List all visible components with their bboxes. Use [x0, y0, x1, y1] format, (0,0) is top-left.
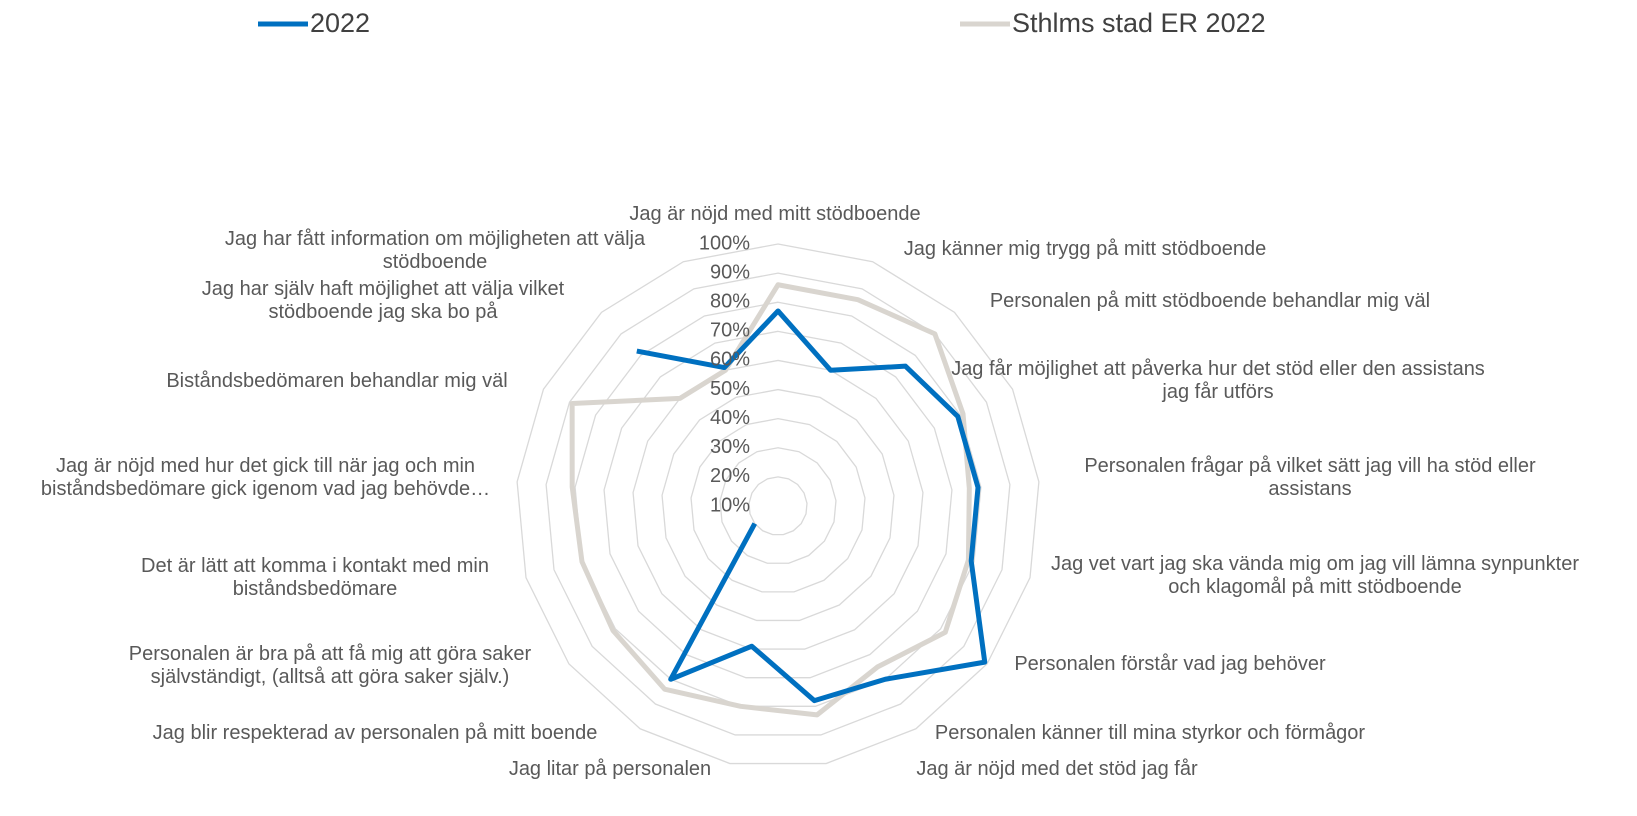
category-label: Jag är nöjd med hur det gick till när ja…	[40, 455, 491, 500]
legend-label: 2022	[310, 8, 370, 38]
category-label: Jag får möjlighet att påverka hur det st…	[951, 358, 1485, 403]
tick-label: 60%	[710, 349, 750, 371]
category-label: Biståndsbedömaren behandlar mig väl	[166, 370, 508, 392]
category-label: Jag blir respekterad av personalen på mi…	[152, 722, 598, 744]
category-label: Personalen känner till mina styrkor och …	[934, 722, 1366, 744]
grid-ring	[574, 301, 982, 707]
tick-label: 20%	[710, 465, 750, 487]
grid-ring	[719, 447, 837, 564]
category-label: Personalen på mitt stödboende behandlar …	[989, 290, 1431, 312]
category-label: Jag har fått information om möjligheten …	[224, 228, 646, 273]
category-label: Jag är nöjd med det stöd jag får	[916, 758, 1198, 780]
tick-label: 10%	[710, 494, 750, 516]
tick-label: 30%	[710, 436, 750, 458]
grid-ring	[516, 243, 1040, 765]
tick-label: 50%	[710, 378, 750, 400]
tick-label: 90%	[710, 261, 750, 283]
category-label: Personalen är bra på att få mig att göra…	[128, 643, 532, 688]
tick-label: 40%	[710, 407, 750, 429]
grid-ring	[690, 418, 866, 593]
tick-label: 70%	[710, 320, 750, 342]
category-label: Personalen förstår vad jag behöver	[1014, 653, 1326, 675]
series-line	[668, 309, 988, 704]
tick-label: 100%	[699, 232, 750, 254]
tick-label: 80%	[710, 291, 750, 313]
category-label: Det är lätt att komma i kontakt med min …	[141, 555, 489, 600]
legend-label: Sthlms stad ER 2022	[1012, 8, 1266, 38]
category-label: Jag känner mig trygg på mitt stödboende	[903, 238, 1267, 260]
series-line	[636, 348, 725, 371]
grid-ring	[545, 272, 1011, 736]
category-label: Jag vet vart jag ska vända mig om jag vi…	[1050, 553, 1580, 598]
series-line	[569, 282, 972, 718]
category-label: Jag har själv haft möjlighet att välja v…	[201, 278, 565, 323]
series-line	[721, 308, 781, 371]
category-label: Jag är nöjd med mitt stödboende	[629, 203, 921, 225]
category-label: Personalen frågar på vilket sätt jag vil…	[1084, 455, 1536, 500]
grid-ring	[632, 359, 924, 650]
grid-ring	[603, 330, 953, 679]
grid-ring	[748, 476, 808, 536]
category-label: Jag litar på personalen	[508, 758, 712, 780]
grid-ring	[661, 388, 895, 622]
